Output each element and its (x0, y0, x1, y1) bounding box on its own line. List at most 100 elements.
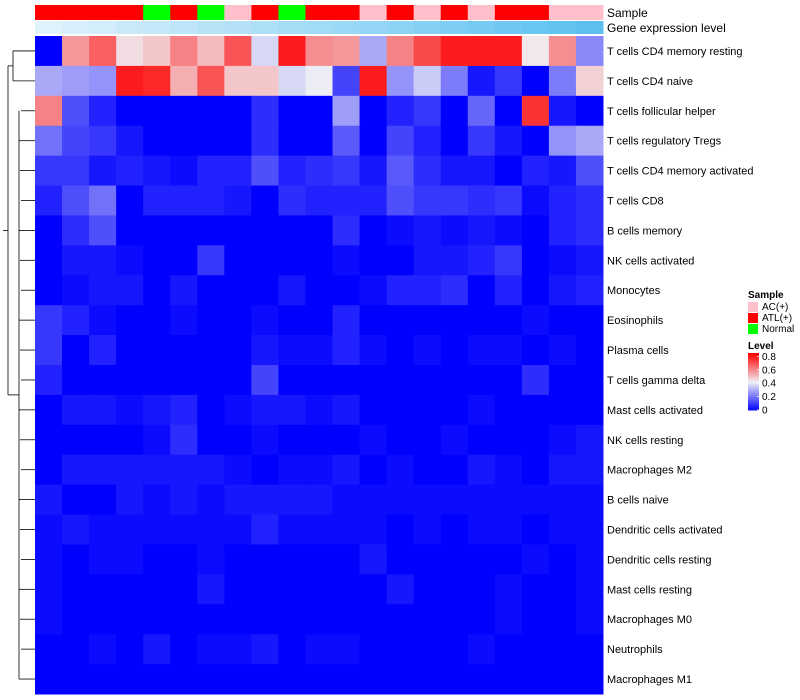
heatmap-cell (251, 215, 279, 246)
heatmap-cell (143, 484, 171, 516)
heatmap-cell (386, 634, 415, 665)
heatmap-cell (521, 65, 550, 97)
heatmap-cell (116, 604, 144, 635)
heatmap-cell (89, 394, 117, 426)
heatmap-cell (224, 275, 252, 306)
heatmap-cell (89, 544, 117, 575)
level-colorbar-segment (748, 397, 759, 400)
heatmap-cell (548, 155, 577, 187)
heatmap-cell (197, 365, 225, 396)
heatmap-cell (116, 634, 144, 665)
heatmap-cell (413, 484, 442, 516)
heatmap-cell (467, 574, 496, 605)
sample-legend-label: Normal (762, 324, 794, 335)
heatmap-cell (440, 155, 469, 187)
level-colorbar: 0.8 0.6 0.4 0.2 0 (748, 352, 776, 417)
heatmap-cell (89, 484, 117, 516)
level-colorbar-segment (748, 391, 759, 394)
heatmap-cell (494, 185, 523, 216)
heatmap-cell (89, 365, 117, 396)
level-colorbar-segment (748, 387, 759, 390)
heatmap-cell (467, 185, 496, 216)
row-label: T cells CD4 memory resting (607, 46, 743, 58)
heatmap-cell (386, 305, 415, 336)
level-colorbar-segment (748, 357, 759, 360)
heatmap-cell (89, 215, 117, 246)
gene-expression-annotation-cell (224, 21, 252, 34)
heatmap-cell (386, 65, 415, 97)
heatmap-cell (575, 514, 604, 545)
heatmap-cell (224, 514, 252, 545)
heatmap-cell (413, 215, 442, 246)
heatmap-cell (170, 155, 198, 187)
sample-annotation-cell (467, 5, 496, 20)
heatmap-cell (278, 544, 306, 575)
heatmap-cell (116, 365, 144, 396)
heatmap-cell (548, 604, 577, 635)
sample-annotation-label: Sample (607, 6, 648, 20)
heatmap-cell (143, 634, 171, 665)
level-colorbar-segment (748, 365, 759, 368)
heatmap-cell (440, 454, 469, 486)
heatmap-cell (521, 125, 550, 157)
heatmap-cell (116, 36, 144, 67)
heatmap-cell (467, 245, 496, 276)
heatmap-cell (89, 245, 117, 276)
heatmap-cell (494, 604, 523, 635)
gene-expression-annotation-cell (35, 21, 63, 34)
level-colorbar-segment (748, 408, 759, 411)
heatmap-cell (89, 185, 117, 216)
heatmap-cell (305, 365, 334, 396)
heatmap-cell (548, 95, 577, 127)
heatmap-cell (170, 514, 198, 545)
heatmap-cell (494, 514, 523, 545)
heatmap-cell (332, 484, 361, 516)
level-colorbar-segment (748, 364, 759, 367)
heatmap-cell (170, 65, 198, 97)
heatmap-cell (575, 185, 604, 216)
heatmap-cell (332, 365, 361, 396)
heatmap-cell (143, 454, 171, 486)
sample-annotation-cell (521, 5, 550, 20)
heatmap-cell (575, 36, 604, 67)
heatmap-cell (224, 155, 252, 187)
heatmap-cell (143, 394, 171, 426)
heatmap-cell (89, 454, 117, 486)
gene-expression-annotation-cell (494, 21, 523, 34)
heatmap-cell (170, 215, 198, 246)
heatmap-cell (413, 185, 442, 216)
gene-expression-annotation-cell (467, 21, 496, 34)
heatmap-cell (143, 365, 171, 396)
heatmap-cell (170, 305, 198, 336)
heatmap-cell (197, 125, 225, 157)
heatmap-cell (494, 155, 523, 187)
heatmap-cell (332, 65, 361, 97)
heatmap-cell (440, 36, 469, 67)
heatmap-cell (224, 125, 252, 157)
row-label: Plasma cells (607, 345, 669, 357)
level-colorbar-segment (748, 390, 759, 392)
gene-expression-annotation-cell (116, 21, 144, 34)
heatmap-cell (467, 664, 496, 695)
heatmap-cell (386, 335, 415, 366)
heatmap-cell (224, 215, 252, 246)
heatmap-cell (575, 394, 604, 426)
heatmap-cell (521, 275, 550, 306)
heatmap-cell (170, 365, 198, 396)
level-colorbar-segment (748, 360, 759, 363)
sample-annotation-cell (494, 5, 523, 20)
heatmap-cell (251, 664, 279, 695)
heatmap-cell (35, 365, 63, 396)
heatmap-cell (62, 125, 90, 157)
row-label: T cells CD4 memory activated (607, 166, 754, 178)
level-colorbar-segment (748, 375, 759, 378)
heatmap-cell (575, 305, 604, 336)
heatmap-cell (548, 514, 577, 545)
heatmap-cell (548, 305, 577, 336)
heatmap-cell (413, 574, 442, 605)
heatmap-cell (116, 394, 144, 426)
heatmap-cell (116, 185, 144, 216)
heatmap-cell (548, 634, 577, 665)
sample-legend-title: Sample (748, 290, 784, 301)
